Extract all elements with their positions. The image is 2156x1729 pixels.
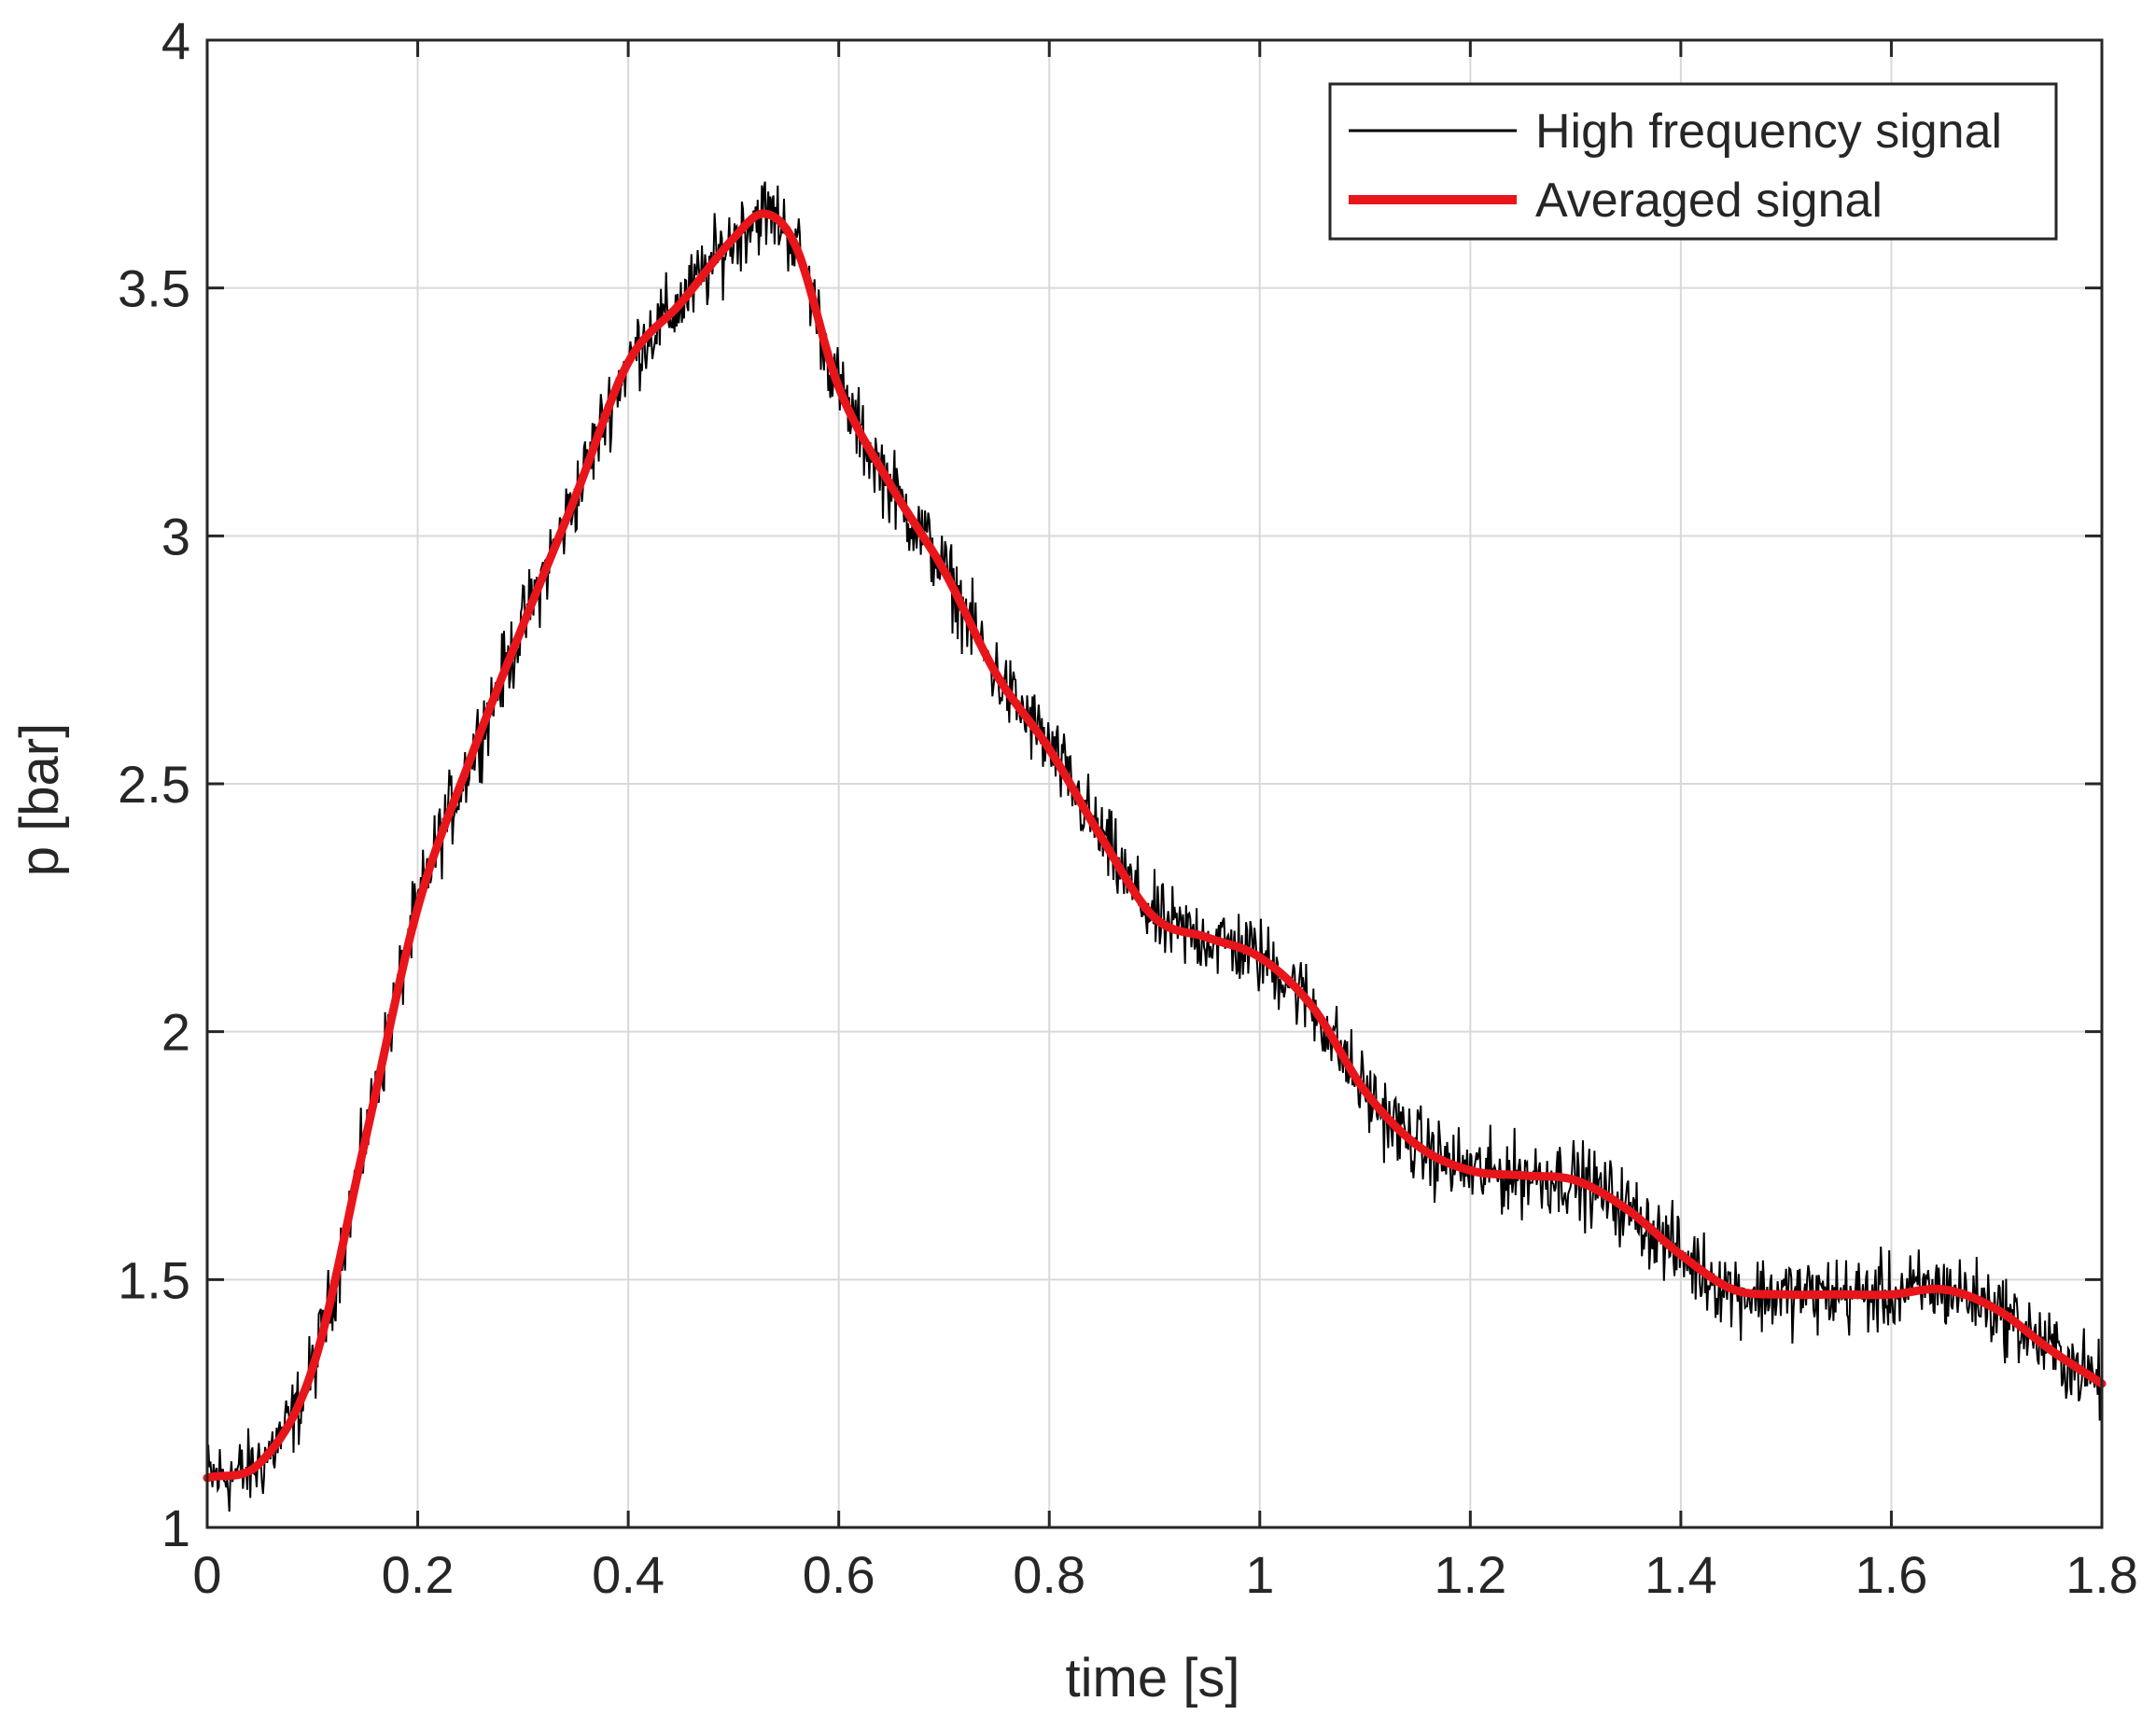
tick-labels: 0 0.2 0.4 0.6 0.8 1 1.2 1.4 1.6 1.8 1 1.5 2 2.5 3 3.5 4 [118, 11, 2138, 1604]
x-tick-label: 0.4 [592, 1545, 665, 1604]
series-line-high-frequency [206, 181, 2103, 1513]
y-tick-label: 1 [161, 1499, 190, 1557]
y-tick-label: 3 [161, 507, 190, 565]
legend-box [1328, 82, 2058, 241]
y-tick-label: 2.5 [118, 755, 190, 814]
x-tick-label: 1.8 [2065, 1545, 2138, 1604]
x-tick-label: 1.2 [1434, 1545, 1506, 1604]
x-tick-label: 0 [192, 1545, 221, 1604]
x-tick-label: 0.2 [382, 1545, 455, 1604]
y-tick-label: 1.5 [118, 1250, 190, 1309]
y-axis-label: p [bar] [9, 723, 70, 876]
x-axis-label: time [s] [1066, 1648, 1240, 1708]
x-tick-label: 0.8 [1013, 1545, 1085, 1604]
x-tick-label: 0.6 [803, 1545, 875, 1604]
x-tick-label: 1 [1245, 1545, 1274, 1604]
legend-label-averaged: Averaged signal [1535, 174, 1883, 228]
y-tick-label: 3.5 [118, 259, 190, 318]
legend-label-high-frequency: High frequency signal [1535, 105, 2002, 159]
axes [205, 38, 2104, 1529]
series-layer [203, 181, 2107, 1513]
y-tick-label: 2 [161, 1003, 190, 1062]
legend: High frequency signal Averaged signal [1328, 82, 2058, 241]
series-line-averaged [203, 209, 2107, 1483]
x-tick-label: 1.4 [1645, 1545, 1717, 1604]
x-tick-label: 1.6 [1855, 1545, 1928, 1604]
y-tick-label: 4 [161, 11, 190, 70]
